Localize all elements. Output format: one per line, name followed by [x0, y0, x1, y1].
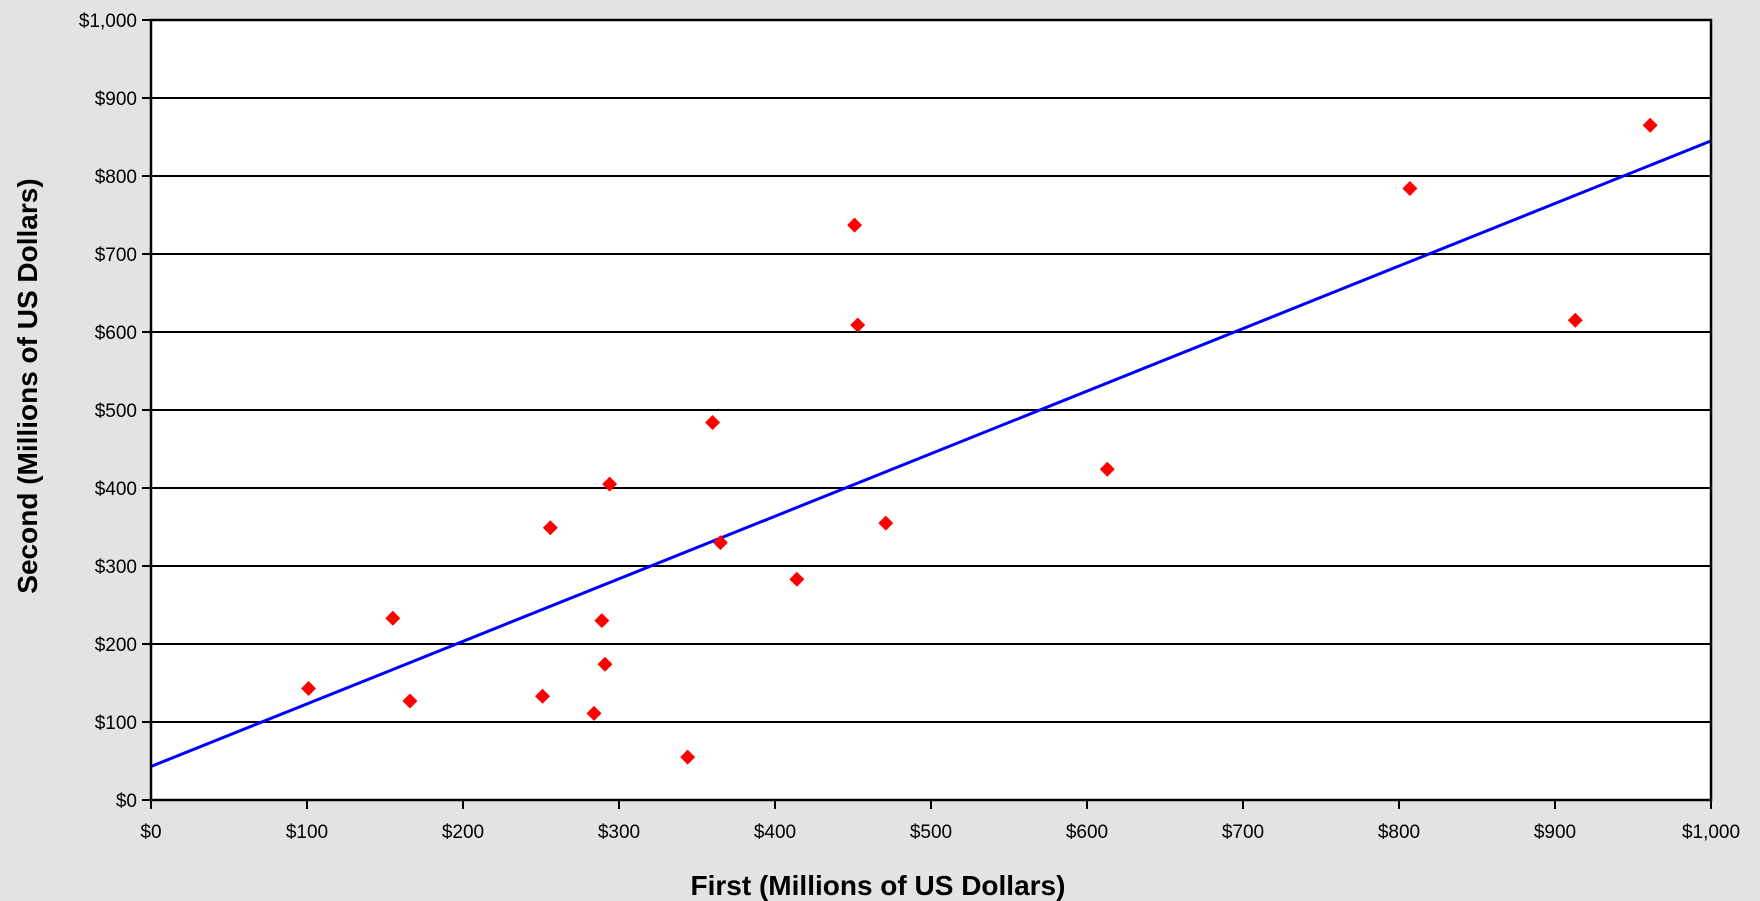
y-tick-label: $1,000	[79, 11, 137, 32]
x-tick-label: $900	[1534, 822, 1576, 843]
x-tick-label: $600	[1066, 822, 1108, 843]
y-tick-label: $400	[95, 479, 137, 500]
data-point-diamond	[789, 571, 805, 587]
data-point-diamond	[878, 515, 894, 531]
data-point-diamond	[597, 656, 613, 672]
data-point-diamond	[402, 693, 418, 709]
data-point-diamond	[705, 414, 721, 430]
data-point-diamond	[712, 535, 728, 551]
data-point-diamond	[586, 705, 602, 721]
x-tick-label: $300	[598, 822, 640, 843]
y-tick-label: $0	[116, 791, 137, 812]
x-tick-label: $100	[286, 822, 328, 843]
x-tick-label: $200	[442, 822, 484, 843]
data-point-diamond	[850, 317, 866, 333]
x-tick-label: $500	[910, 822, 952, 843]
x-tick-label: $800	[1378, 822, 1420, 843]
data-point-diamond	[1099, 461, 1115, 477]
trendline-layer	[150, 139, 1712, 768]
y-tick-label: $700	[95, 245, 137, 266]
x-axis-title: First (Millions of US Dollars)	[691, 870, 1066, 901]
y-tick-label: $100	[95, 713, 137, 734]
y-tick-label: $900	[95, 89, 137, 110]
data-point-diamond	[385, 610, 401, 626]
y-tick-label: $800	[95, 167, 137, 188]
axis-ticks	[142, 19, 1712, 809]
data-point-diamond	[594, 613, 610, 629]
trendline	[150, 139, 1712, 768]
data-point-diamond	[1567, 312, 1583, 328]
x-tick-label: $700	[1222, 822, 1264, 843]
data-point-diamond	[1642, 117, 1658, 133]
data-point-diamond	[301, 680, 317, 696]
data-point-diamond	[680, 749, 696, 765]
data-point-diamond	[847, 217, 863, 233]
data-points	[301, 117, 1658, 765]
data-point-diamond	[1402, 180, 1418, 196]
y-tick-label: $500	[95, 401, 137, 422]
x-tick-labels: $0 $100 $200 $300 $400 $500 $600 $700 $800 $900 $1…	[140, 822, 1740, 843]
data-point-diamond	[535, 688, 551, 704]
y-tick-labels: $0 $100 $200 $300 $400 $500 $600 $700 $800 $900 $1…	[79, 11, 137, 812]
x-tick-label: $1,000	[1682, 822, 1740, 843]
data-point-diamond	[602, 476, 618, 492]
y-tick-label: $200	[95, 635, 137, 656]
x-tick-label: $400	[754, 822, 796, 843]
y-tick-label: $300	[95, 557, 137, 578]
y-tick-label: $600	[95, 323, 137, 344]
data-point-diamond	[542, 520, 558, 536]
x-tick-label: $0	[140, 822, 161, 843]
y-axis-title: Second (Millions of US Dollars)	[12, 178, 43, 593]
gridlines	[151, 97, 1711, 723]
